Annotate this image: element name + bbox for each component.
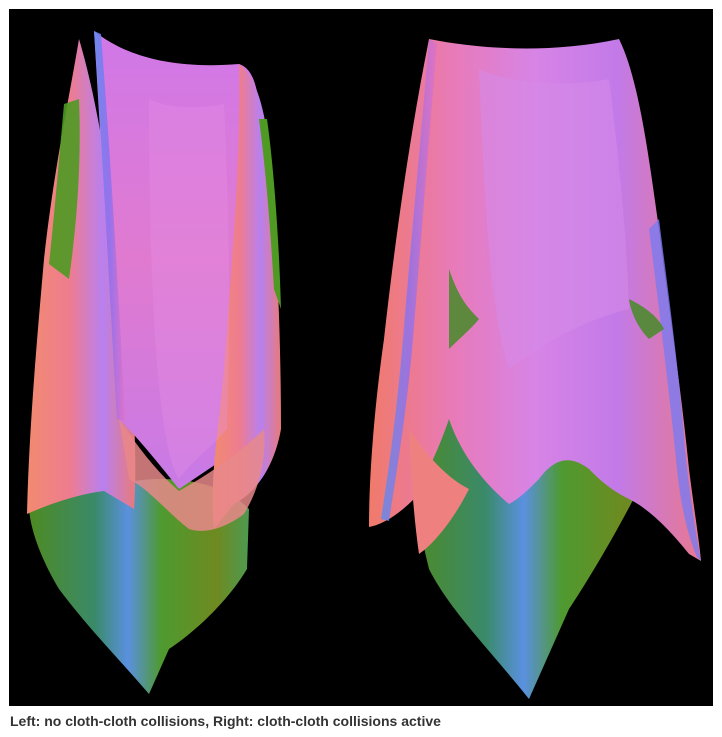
figure-caption: Left: no cloth-cloth collisions, Right: … [10, 713, 441, 729]
left-cloth [27, 31, 281, 694]
cloth-render-svg [27, 31, 701, 699]
figure-image [9, 9, 713, 706]
right-cloth [369, 39, 701, 699]
